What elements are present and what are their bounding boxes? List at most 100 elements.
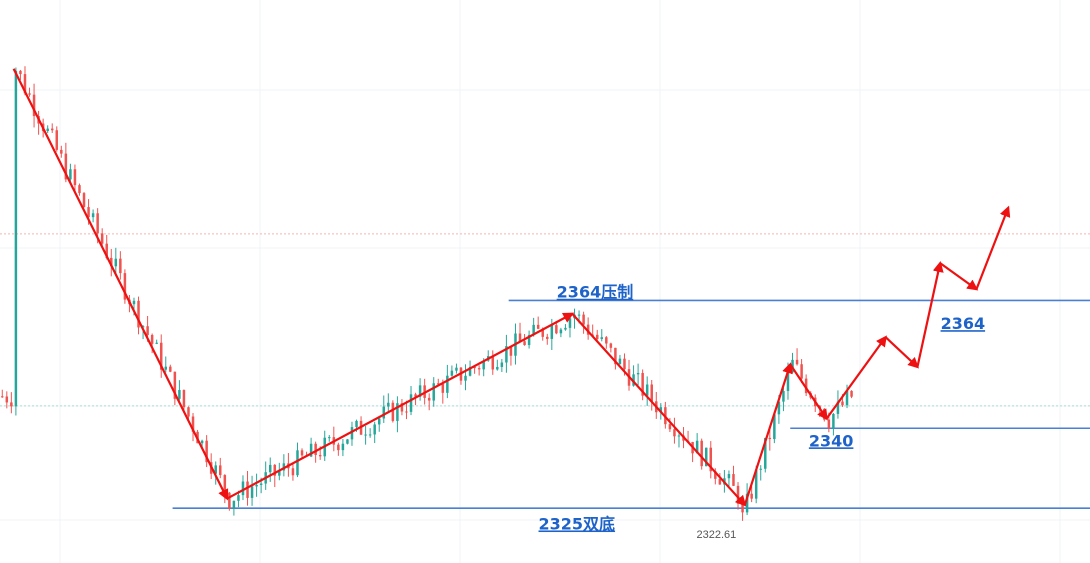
candle-body [182, 390, 186, 408]
candle-body [636, 373, 640, 375]
candle-body [223, 475, 227, 493]
candle-body [623, 358, 626, 370]
candle-body [146, 326, 149, 335]
candle-body [141, 326, 145, 328]
trend-arrow-segment [975, 205, 1011, 290]
trend-arrow-segment [939, 262, 979, 291]
candle-body [482, 360, 485, 370]
trend-arrow-segment [884, 336, 920, 369]
candle-body [832, 413, 835, 429]
candle-body [64, 153, 68, 180]
candle-body [673, 429, 676, 437]
candle-body [441, 384, 445, 393]
candle-body [119, 258, 122, 274]
low-price-label: 2322.61 [697, 529, 737, 541]
candle-body [550, 325, 554, 339]
trend-arrow-segment [916, 260, 944, 368]
candle-body [464, 375, 467, 381]
candle-body [46, 128, 49, 132]
candle-body [577, 314, 581, 316]
candle-body [341, 443, 345, 451]
candle-body [250, 486, 254, 498]
candle-body [641, 373, 644, 396]
candle-body [427, 397, 431, 401]
dotted-levels [0, 233, 1090, 407]
candle-body [491, 356, 495, 370]
candle-body [14, 70, 18, 407]
candle-body [187, 407, 190, 417]
candle-body [23, 74, 27, 94]
candle-body [777, 401, 781, 415]
candle-body [350, 427, 354, 440]
candle-body [718, 478, 722, 485]
candle-body [373, 424, 376, 435]
candle-body [595, 334, 599, 339]
trend-arrow-segment [789, 363, 828, 421]
candle-body [437, 383, 440, 385]
candle-body [536, 324, 540, 329]
candle-body [164, 366, 168, 370]
candle-body [32, 94, 36, 117]
candle-body [214, 465, 217, 474]
candle-body [391, 402, 395, 421]
candle-body [841, 401, 844, 406]
trend-arrows [12, 68, 1011, 507]
candle-body [414, 394, 417, 397]
trend-arrow-segment [226, 312, 575, 500]
candle-body [191, 416, 195, 432]
candle-body [300, 450, 304, 456]
candle-body [564, 327, 567, 330]
candle-body [55, 130, 59, 150]
candle-body [523, 341, 526, 346]
trend-arrow-segment [571, 312, 747, 507]
candle-body [496, 366, 499, 370]
annotation-label: 2364压制 [557, 283, 634, 302]
candle-body [69, 169, 72, 180]
annotation-label: 2364 [941, 314, 986, 333]
candle-body [355, 420, 358, 428]
trend-arrow-segment [743, 362, 793, 506]
candle-body [337, 444, 340, 451]
candle-body [732, 474, 735, 486]
candle-body [110, 257, 113, 267]
candle-body [518, 333, 522, 342]
candle-body [709, 447, 713, 472]
candle-body [541, 328, 544, 337]
candle-body [155, 342, 158, 344]
candle-body [836, 401, 840, 414]
candle-body [309, 443, 313, 457]
candle-body [786, 372, 790, 391]
candle-body [568, 318, 572, 328]
candle-body [50, 128, 54, 131]
candle-body [78, 185, 81, 194]
candle-body [96, 213, 99, 234]
candle-body [132, 300, 136, 305]
candle-body [768, 437, 772, 440]
candle-body [10, 402, 13, 407]
candle-body [659, 407, 663, 413]
candle-body [364, 434, 367, 436]
candle-body [555, 325, 558, 334]
annotation-labels: 2364压制 2364 2340 2325双底 2322.61 [539, 283, 986, 541]
candle-body [205, 440, 208, 463]
candle-body [296, 450, 299, 476]
candle-body [727, 474, 731, 479]
candle-body [677, 435, 681, 437]
candle-body [114, 258, 118, 267]
candle-body [123, 273, 127, 300]
candle-body [764, 437, 767, 469]
candle-body [159, 342, 163, 370]
candle-body [291, 468, 295, 476]
candle-body [219, 465, 222, 476]
candle-body [782, 390, 785, 402]
candle-body [82, 193, 86, 208]
candle-body [532, 324, 535, 335]
candle-body [100, 233, 104, 244]
candle-body [400, 403, 404, 412]
candle-body [246, 481, 249, 498]
candle-body [259, 483, 263, 485]
candle-body [446, 375, 449, 393]
candle-body [387, 402, 390, 407]
